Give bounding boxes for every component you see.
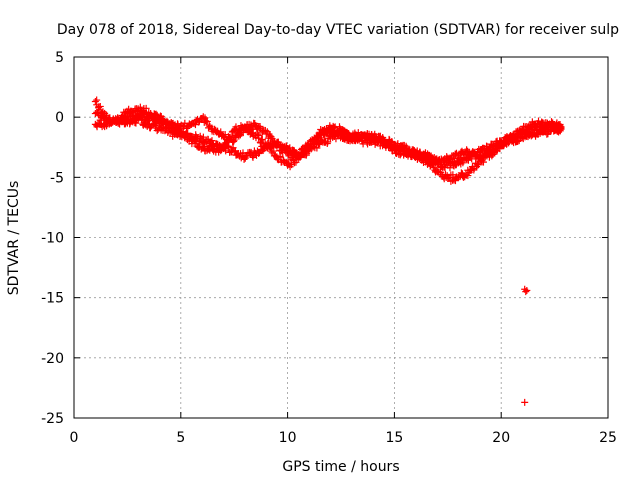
data-point [535,117,543,125]
data-point [271,151,279,159]
data-point [199,113,207,121]
data-point [130,116,138,124]
data-point [142,104,150,112]
data-point [277,141,285,149]
data-point [446,164,454,172]
data-point [483,152,491,160]
data-point [447,156,455,164]
y-tick-label: -25 [41,411,64,427]
data-point [103,117,111,125]
data-point [457,169,465,177]
data-point [302,147,310,155]
data-point [363,130,371,138]
data-point [424,157,432,165]
data-point [399,145,407,153]
grid-lines [74,57,608,418]
data-point [96,102,104,110]
data-point [283,146,291,154]
data-point [254,130,262,138]
data-point [557,123,565,131]
outlier-point [521,398,529,406]
y-tick-label: -20 [41,351,64,367]
y-axis-label: SDTVAR / TECUs [6,181,22,296]
data-point [526,125,534,133]
x-tick-label: 15 [385,430,403,446]
data-point [192,137,200,145]
data-point [456,154,464,162]
data-point [91,98,99,106]
y-tick-label: -5 [50,170,64,186]
outlier-point [522,288,530,296]
data-point [420,150,428,158]
y-tick-label: -15 [41,291,64,307]
data-point [441,170,449,178]
data-point [258,135,266,143]
data-point [449,171,457,179]
data-point [332,135,340,143]
data-point [447,177,455,185]
data-point [311,138,319,146]
x-tick-label: 0 [70,430,79,446]
x-tick-label: 10 [279,430,297,446]
data-point [514,137,522,145]
y-tick-label: 0 [55,110,64,126]
data-point [220,144,228,152]
y-tick-label: -10 [41,231,64,247]
data-point [203,117,211,125]
data-point [205,121,213,129]
axis-ticks: 0 5 10 15 20 25 5 0 -5 -10 -15 -20 -25 [41,50,617,446]
data-points [91,96,565,406]
data-point [136,103,144,111]
chart-title: Day 078 of 2018, Sidereal Day-to-day VTE… [57,22,619,38]
data-point [330,124,338,132]
data-point [459,159,467,167]
outlier-point [523,286,531,294]
y-tick-label: 5 [55,50,64,66]
data-point [239,129,247,137]
x-tick-label: 25 [599,430,617,446]
data-point [333,128,341,136]
x-tick-label: 20 [492,430,510,446]
data-point [464,172,472,180]
x-axis-label: GPS time / hours [282,459,399,475]
data-point [276,152,284,160]
data-point [297,152,305,160]
data-point [270,147,278,155]
data-point [313,144,321,152]
data-point [371,130,379,138]
x-tick-label: 5 [176,430,185,446]
